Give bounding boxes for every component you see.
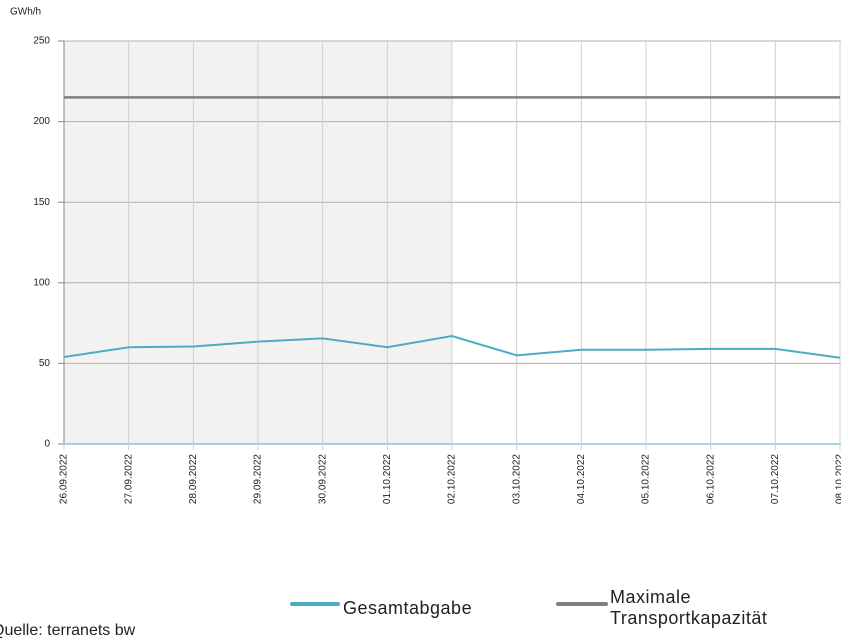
series-line (63, 334, 841, 359)
x-tick-label: 03.10.2022 (511, 454, 522, 504)
source: Quelle: terranets bw (0, 622, 136, 638)
x-tick-label: 26.09.2022 (59, 454, 70, 504)
legend-swatch (556, 602, 608, 606)
x-tick-label: 01.10.2022 (382, 454, 393, 504)
x-tick-label: 30.09.2022 (317, 454, 328, 504)
x-tick-label: 04.10.2022 (576, 454, 587, 504)
legend-label: Maximale Transportkapazität (610, 587, 768, 628)
y-axis-label: GWh/h (10, 7, 41, 18)
legend-swatch (290, 602, 340, 606)
grid: 0 50 100 150 200 250 26.09.2022 27.09.2022 28.09… (33, 36, 841, 504)
x-tick-label: 06.10.2022 (705, 454, 716, 504)
y-tick-label: 0 (44, 439, 50, 450)
y-tick-label: 200 (33, 116, 50, 127)
y-tick-label: 250 (33, 36, 50, 47)
marks (63, 96, 841, 359)
x-tick-label: 08.10.2022 (835, 454, 841, 504)
x-tick-label: 28.09.2022 (188, 454, 199, 504)
x-tick-label: 07.10.2022 (770, 454, 781, 504)
x-tick-label: 05.10.2022 (641, 454, 652, 504)
legend-label: Gesamtabgabe (343, 598, 473, 618)
x-tick-label: 27.09.2022 (123, 454, 134, 504)
x-tick-label: 29.09.2022 (253, 454, 264, 504)
y-tick-label: 100 (33, 277, 50, 288)
x-tick-label: 02.10.2022 (447, 454, 458, 504)
y-tick-label: 50 (39, 358, 51, 369)
y-tick-label: 150 (33, 197, 50, 208)
